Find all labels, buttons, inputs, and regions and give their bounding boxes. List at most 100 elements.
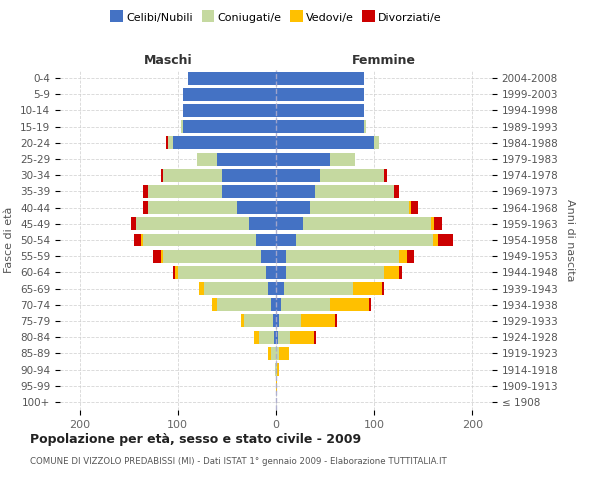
Bar [244, 314, 273, 328]
Bar [276, 152, 330, 166]
Bar [173, 136, 276, 149]
Bar [399, 250, 407, 262]
Bar [142, 234, 143, 246]
Bar [310, 201, 409, 214]
Bar [384, 266, 399, 279]
Bar [335, 314, 337, 328]
Bar [271, 298, 276, 311]
Y-axis label: Fasce di età: Fasce di età [4, 207, 14, 273]
Bar [197, 152, 217, 166]
Bar [161, 169, 163, 181]
Bar [276, 136, 374, 149]
Bar [434, 218, 442, 230]
Bar [433, 234, 438, 246]
Y-axis label: Anni di nascita: Anni di nascita [565, 198, 575, 281]
Bar [290, 330, 314, 344]
Bar [274, 330, 276, 344]
Bar [276, 104, 364, 117]
Text: Popolazione per età, sesso e stato civile - 2009: Popolazione per età, sesso e stato civil… [30, 432, 361, 446]
Bar [273, 314, 276, 328]
Bar [277, 363, 279, 376]
Bar [268, 347, 271, 360]
Bar [181, 120, 183, 133]
Bar [276, 330, 278, 344]
Bar [222, 169, 276, 181]
Bar [279, 314, 301, 328]
Bar [256, 234, 276, 246]
Bar [410, 201, 418, 214]
Bar [330, 298, 369, 311]
Bar [271, 347, 276, 360]
Bar [241, 314, 244, 328]
Bar [301, 314, 335, 328]
Bar [276, 347, 279, 360]
Bar [320, 169, 384, 181]
Bar [304, 218, 431, 230]
Bar [384, 169, 387, 181]
Bar [268, 282, 276, 295]
Bar [143, 185, 148, 198]
Bar [353, 282, 382, 295]
Legend: Celibi/Nubili, Coniugati/e, Vedovi/e, Divorziati/e: Celibi/Nubili, Coniugati/e, Vedovi/e, Di… [106, 8, 446, 28]
Bar [276, 120, 364, 133]
Bar [276, 282, 284, 295]
Bar [276, 363, 277, 376]
Bar [284, 282, 353, 295]
Bar [382, 282, 384, 295]
Bar [173, 266, 175, 279]
Bar [276, 218, 304, 230]
Bar [276, 185, 315, 198]
Bar [276, 298, 281, 311]
Bar [286, 266, 384, 279]
Bar [175, 266, 178, 279]
Bar [409, 201, 410, 214]
Text: COMUNE DI VIZZOLO PREDABISSI (MI) - Dati ISTAT 1° gennaio 2009 - Elaborazione TU: COMUNE DI VIZZOLO PREDABISSI (MI) - Dati… [30, 458, 447, 466]
Bar [279, 347, 289, 360]
Bar [276, 169, 320, 181]
Bar [296, 234, 433, 246]
Bar [183, 120, 276, 133]
Bar [163, 169, 222, 181]
Bar [394, 185, 399, 198]
Bar [276, 201, 310, 214]
Text: Femmine: Femmine [352, 54, 416, 67]
Bar [183, 88, 276, 101]
Bar [276, 250, 286, 262]
Bar [212, 298, 217, 311]
Bar [148, 185, 222, 198]
Bar [222, 185, 276, 198]
Bar [431, 218, 434, 230]
Bar [407, 250, 415, 262]
Bar [261, 250, 276, 262]
Bar [276, 314, 279, 328]
Bar [183, 104, 276, 117]
Bar [248, 218, 276, 230]
Bar [281, 298, 330, 311]
Bar [438, 234, 453, 246]
Bar [278, 330, 290, 344]
Bar [143, 234, 256, 246]
Bar [364, 120, 367, 133]
Bar [161, 250, 163, 262]
Bar [188, 72, 276, 85]
Bar [276, 266, 286, 279]
Bar [178, 266, 266, 279]
Bar [276, 379, 277, 392]
Bar [276, 234, 296, 246]
Bar [217, 152, 276, 166]
Bar [399, 266, 401, 279]
Bar [168, 136, 173, 149]
Bar [166, 136, 168, 149]
Bar [199, 282, 205, 295]
Bar [276, 88, 364, 101]
Bar [330, 152, 355, 166]
Bar [276, 72, 364, 85]
Text: Maschi: Maschi [143, 54, 193, 67]
Bar [136, 218, 248, 230]
Bar [266, 266, 276, 279]
Bar [286, 250, 399, 262]
Bar [315, 185, 394, 198]
Bar [275, 363, 276, 376]
Bar [374, 136, 379, 149]
Bar [314, 330, 316, 344]
